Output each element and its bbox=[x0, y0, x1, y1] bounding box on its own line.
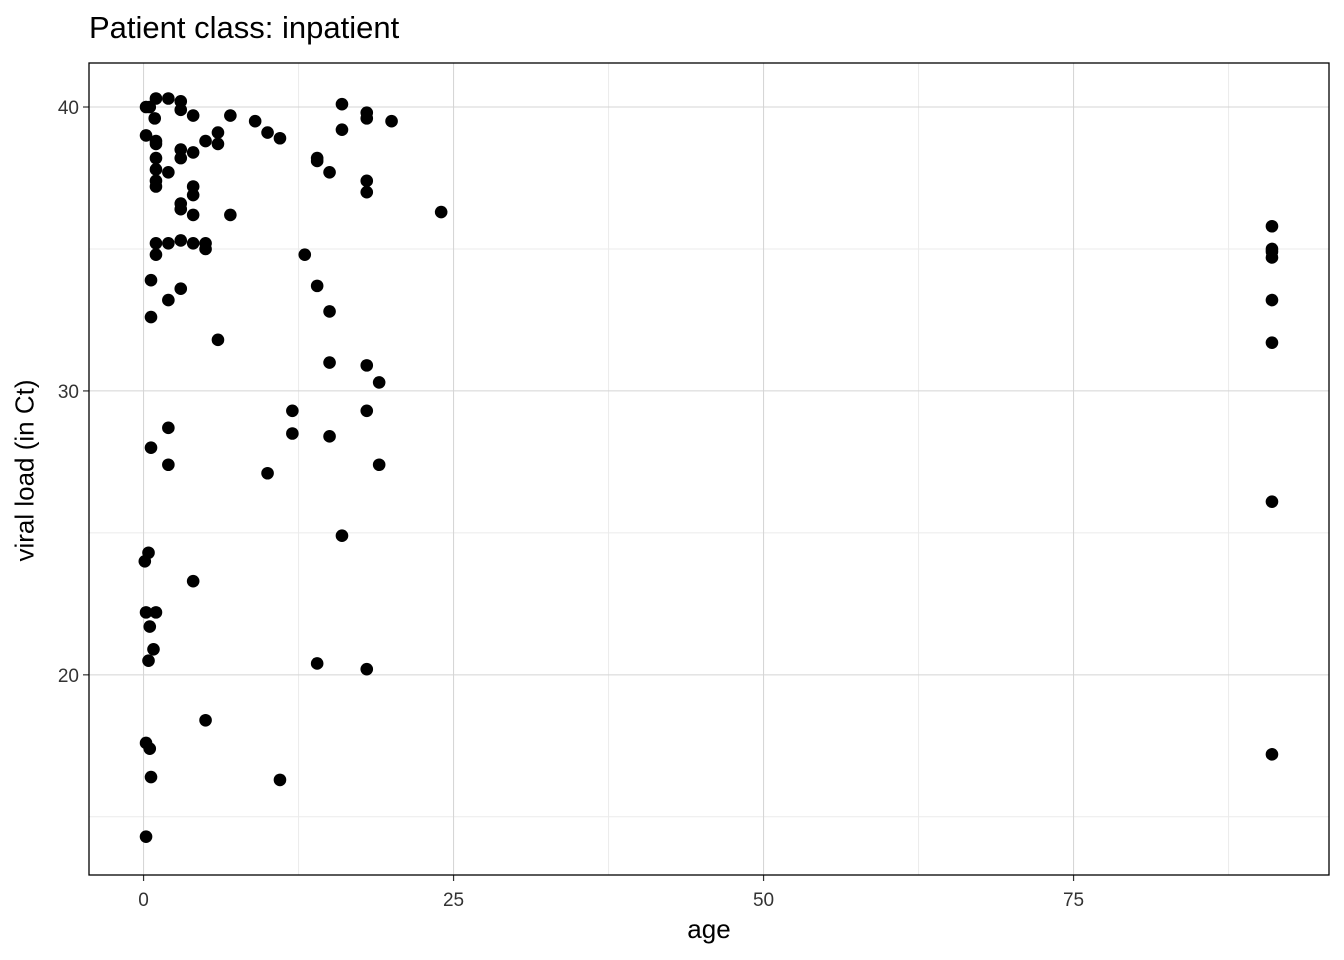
data-point bbox=[149, 92, 163, 105]
data-point bbox=[273, 773, 287, 787]
data-point bbox=[147, 642, 160, 656]
data-point bbox=[372, 458, 386, 472]
data-point bbox=[174, 103, 188, 117]
data-point bbox=[261, 466, 274, 480]
data-point bbox=[1265, 336, 1279, 349]
x-tick-label: 75 bbox=[1063, 890, 1084, 911]
panel-border bbox=[88, 62, 1330, 876]
data-point bbox=[139, 129, 153, 142]
data-point bbox=[186, 146, 200, 159]
data-point bbox=[273, 131, 287, 145]
data-point bbox=[162, 166, 175, 179]
y-tick-label: 20 bbox=[58, 666, 79, 687]
data-point bbox=[149, 248, 163, 261]
data-point bbox=[149, 180, 163, 193]
data-point bbox=[248, 114, 262, 128]
data-point bbox=[211, 126, 225, 139]
data-point bbox=[310, 279, 324, 293]
x-axis-label: age bbox=[687, 914, 731, 944]
data-point bbox=[434, 205, 448, 219]
data-point bbox=[139, 606, 153, 619]
data-point bbox=[174, 202, 188, 216]
data-point bbox=[144, 441, 158, 455]
data-point bbox=[323, 166, 336, 179]
data-point bbox=[186, 236, 200, 250]
data-point bbox=[1265, 495, 1279, 508]
data-point bbox=[385, 114, 398, 128]
data-point bbox=[286, 427, 299, 440]
data-point bbox=[162, 236, 175, 250]
data-point bbox=[372, 376, 386, 389]
data-point bbox=[149, 163, 163, 176]
data-point bbox=[186, 208, 200, 222]
data-point bbox=[138, 554, 152, 568]
data-point bbox=[224, 109, 237, 122]
data-point bbox=[174, 234, 188, 247]
data-point bbox=[162, 92, 175, 105]
data-point bbox=[1265, 219, 1279, 233]
data-point bbox=[144, 770, 158, 784]
data-point bbox=[211, 137, 225, 151]
data-point bbox=[174, 282, 188, 296]
y-tick-label: 30 bbox=[58, 382, 79, 403]
data-point bbox=[224, 208, 237, 222]
data-point bbox=[1265, 293, 1279, 307]
data-point bbox=[186, 574, 200, 588]
data-point bbox=[199, 713, 212, 727]
data-point bbox=[162, 421, 175, 435]
data-point bbox=[335, 123, 349, 137]
data-point bbox=[1265, 251, 1279, 264]
data-point bbox=[162, 293, 175, 307]
data-point bbox=[149, 606, 163, 619]
data-point bbox=[144, 310, 158, 324]
y-tick-label: 40 bbox=[58, 98, 79, 119]
data-point bbox=[174, 151, 188, 165]
data-point bbox=[310, 657, 324, 670]
data-point bbox=[310, 154, 324, 168]
x-tick-label: 50 bbox=[753, 890, 774, 911]
data-point bbox=[360, 359, 374, 372]
data-point bbox=[143, 742, 157, 755]
data-point bbox=[1265, 748, 1279, 761]
data-point bbox=[360, 662, 374, 676]
data-point bbox=[149, 151, 163, 165]
data-point bbox=[149, 137, 163, 151]
data-point bbox=[360, 404, 374, 418]
x-tick-label: 0 bbox=[138, 890, 149, 911]
data-point bbox=[142, 654, 155, 667]
data-point bbox=[335, 529, 349, 543]
data-point bbox=[148, 112, 162, 125]
data-point bbox=[323, 305, 336, 318]
data-point bbox=[162, 458, 175, 472]
data-point bbox=[323, 356, 336, 369]
data-point bbox=[360, 185, 374, 199]
data-point bbox=[211, 333, 225, 347]
data-point bbox=[186, 109, 200, 122]
data-point bbox=[335, 97, 349, 111]
data-point bbox=[360, 174, 374, 188]
data-point bbox=[139, 830, 153, 843]
data-point bbox=[261, 126, 274, 139]
x-tick-label: 25 bbox=[443, 890, 464, 911]
data-point bbox=[144, 273, 158, 287]
data-point bbox=[323, 430, 336, 443]
data-point bbox=[360, 112, 374, 125]
data-point bbox=[149, 236, 163, 250]
chart-title: Patient class: inpatient bbox=[89, 10, 400, 45]
data-point bbox=[298, 248, 312, 261]
data-point bbox=[199, 134, 212, 148]
data-point bbox=[286, 404, 299, 418]
data-point bbox=[143, 620, 157, 633]
data-point bbox=[186, 188, 200, 202]
data-point bbox=[199, 242, 212, 256]
